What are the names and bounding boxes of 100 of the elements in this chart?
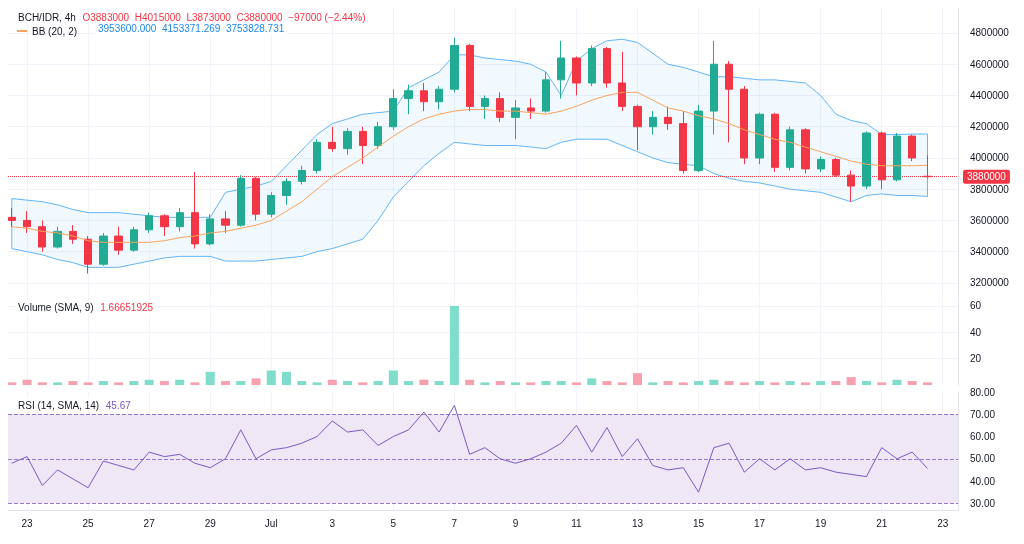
- bar: [220, 381, 230, 385]
- bar: [800, 382, 810, 385]
- candlestick: [389, 88, 397, 131]
- bar: [739, 382, 749, 385]
- candlestick: [38, 219, 46, 253]
- candlestick: [298, 165, 306, 186]
- y-tick-label: 40: [970, 326, 982, 338]
- candlestick: [145, 212, 153, 234]
- candlestick: [862, 130, 871, 190]
- bar: [556, 381, 566, 385]
- bar: [648, 382, 658, 385]
- bar: [53, 382, 63, 385]
- bar: [877, 382, 887, 385]
- bar: [190, 382, 200, 385]
- y-tick-label: 3800000: [970, 183, 1010, 195]
- x-tick-label: 7: [451, 517, 458, 529]
- text: RSI (14, SMA, 14): [18, 399, 100, 411]
- annotation: 45.67: [105, 399, 132, 411]
- candlestick: [450, 37, 459, 93]
- bar: [37, 382, 47, 385]
- bar: [694, 381, 704, 385]
- candlestick: [404, 84, 413, 115]
- bar: [22, 379, 32, 385]
- bar: [510, 382, 520, 385]
- candlestick: [206, 213, 214, 246]
- legend-label: BB (20, 2): [32, 25, 78, 37]
- bar: [251, 378, 261, 385]
- y-tick-label: 80.00: [970, 386, 996, 398]
- annotation: O3883000 H4015000 L3873000 C3880000 −97000 (−2.44%): [82, 11, 366, 23]
- annotation: 3953600.000 4153371.269 3753828.731: [98, 22, 285, 34]
- y-tick-label: 4400000: [970, 89, 1010, 101]
- bar: [388, 370, 398, 385]
- bar: [282, 371, 292, 385]
- candlestick: [664, 105, 672, 131]
- x-tick-label: 9: [512, 517, 519, 529]
- candlestick: [725, 60, 733, 143]
- candlestick: [786, 126, 794, 171]
- candlestick: [8, 207, 16, 228]
- candlestick: [771, 112, 779, 173]
- x-tick-label: 13: [631, 517, 644, 529]
- candlestick: [527, 98, 535, 120]
- bar: [571, 382, 581, 385]
- candlestick: [572, 55, 581, 96]
- candlestick: [160, 213, 169, 237]
- y-tick-label: 4200000: [970, 121, 1010, 133]
- bar: [907, 381, 917, 385]
- x-tick-label: 23: [937, 517, 949, 529]
- candlestick: [801, 127, 810, 175]
- candlestick: [114, 226, 123, 256]
- bar: [83, 382, 93, 385]
- bar: [175, 379, 185, 385]
- candlestick: [542, 71, 550, 114]
- candlestick: [588, 44, 596, 87]
- candlestick: [893, 132, 901, 182]
- bar: [846, 377, 856, 385]
- y-tick-label: 60.00: [970, 431, 996, 443]
- bar: [312, 382, 322, 385]
- candlestick: [435, 85, 443, 111]
- x-tick-label: 15: [693, 517, 705, 529]
- bar: [343, 381, 353, 385]
- candlestick: [481, 94, 489, 120]
- chart-title: BCH/IDR, 4h: [18, 11, 76, 23]
- bar: [144, 379, 154, 385]
- x-tick-label: 5: [390, 517, 397, 529]
- bar: [770, 382, 780, 385]
- x-tick-label: 21: [876, 517, 888, 529]
- candlestick: [23, 210, 31, 234]
- bar: [449, 305, 459, 385]
- candlestick: [282, 177, 291, 206]
- y-tick-label: 60: [970, 300, 982, 312]
- y-tick-label: 20: [970, 353, 982, 365]
- candlestick: [618, 51, 626, 112]
- bar: [327, 379, 337, 385]
- candlestick: [710, 40, 718, 136]
- bar: [297, 381, 307, 385]
- bar: [404, 381, 414, 385]
- bar: [633, 373, 643, 385]
- chart-title: Volume (SMA, 9): [18, 301, 94, 313]
- x-tick-label: 19: [815, 517, 827, 529]
- candlestick: [420, 82, 428, 112]
- bar: [236, 381, 246, 385]
- candlestick: [343, 127, 352, 156]
- bar: [663, 381, 673, 385]
- candlestick: [328, 126, 336, 153]
- y-tick-label: 50.00: [970, 453, 996, 465]
- bar: [831, 381, 841, 385]
- y-tick-label: 4800000: [970, 27, 1010, 39]
- x-tick-label: 25: [82, 517, 95, 529]
- candlestick: [267, 191, 275, 218]
- bar: [816, 381, 826, 385]
- y-tick-label: 4000000: [970, 152, 1010, 164]
- bar: [587, 378, 597, 385]
- candlestick: [221, 210, 230, 234]
- bar: [724, 381, 734, 385]
- bar: [678, 382, 688, 385]
- bar: [480, 382, 490, 385]
- bar: [205, 371, 215, 385]
- candlestick: [84, 235, 92, 275]
- candlestick: [99, 232, 108, 267]
- candlestick: [466, 43, 474, 112]
